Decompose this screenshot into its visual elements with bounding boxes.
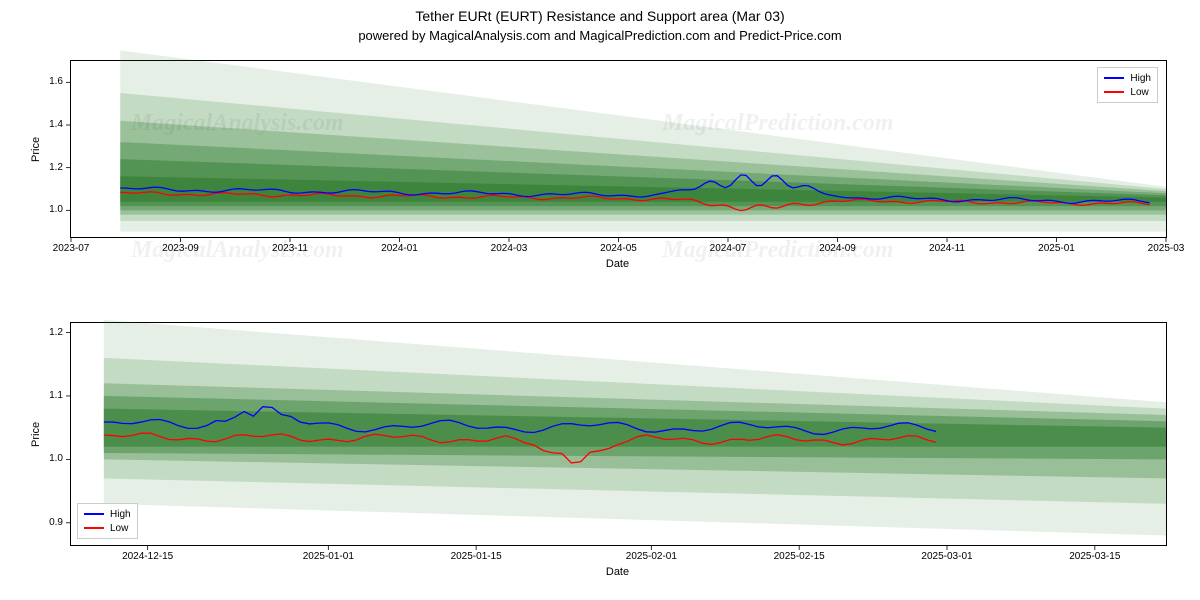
ytick-label: 1.2 — [49, 327, 63, 338]
ylabel-top: Price — [30, 137, 42, 162]
xtick-label: 2025-02-15 — [769, 551, 829, 562]
xtick-label: 2023-11 — [260, 243, 320, 254]
xtick-label: 2024-03 — [479, 243, 539, 254]
legend-low-label: Low — [110, 523, 128, 534]
top-chart-svg — [71, 61, 1166, 237]
legend-row-low: Low — [1104, 85, 1151, 99]
xtick-label: 2024-05 — [589, 243, 649, 254]
xtick-label: 2025-02-01 — [621, 551, 681, 562]
legend-high-swatch — [84, 513, 104, 515]
legend-high-label: High — [110, 509, 131, 520]
ytick-label: 1.0 — [49, 453, 63, 464]
legend-bottom: High Low — [77, 503, 138, 539]
xtick-label: 2023-07 — [41, 243, 101, 254]
ytick-label: 1.6 — [49, 76, 63, 87]
ytick-label: 1.2 — [49, 162, 63, 173]
legend-row-low: Low — [84, 521, 131, 535]
xtick-label: 2024-11 — [917, 243, 977, 254]
chart-title: Tether EURt (EURT) Resistance and Suppor… — [0, 8, 1200, 24]
xtick-label: 2025-01 — [1027, 243, 1087, 254]
ytick-label: 1.4 — [49, 119, 63, 130]
legend-row-high: High — [1104, 71, 1151, 85]
ylabel-bottom: Price — [30, 422, 42, 447]
xlabel-top: Date — [70, 258, 1165, 270]
xtick-label: 2025-01-15 — [446, 551, 506, 562]
legend-high-swatch — [1104, 77, 1124, 79]
xtick-label: 2023-09 — [151, 243, 211, 254]
ytick-label: 1.0 — [49, 204, 63, 215]
xtick-label: 2025-03 — [1136, 243, 1196, 254]
xtick-label: 2024-01 — [370, 243, 430, 254]
top-price-panel: MagicalAnalysis.com MagicalPrediction.co… — [70, 60, 1167, 238]
legend-low-swatch — [1104, 91, 1124, 93]
legend-low-label: Low — [1130, 87, 1148, 98]
bottom-price-panel: High Low 0.91.01.11.22024-12-152025-01-0… — [70, 322, 1167, 546]
xtick-label: 2025-01-01 — [298, 551, 358, 562]
chart-subtitle: powered by MagicalAnalysis.com and Magic… — [0, 28, 1200, 43]
xtick-label: 2024-09 — [808, 243, 868, 254]
legend-low-swatch — [84, 527, 104, 529]
legend-row-high: High — [84, 507, 131, 521]
xtick-label: 2024-07 — [698, 243, 758, 254]
ytick-label: 1.1 — [49, 390, 63, 401]
xlabel-bottom: Date — [70, 566, 1165, 578]
xtick-label: 2024-12-15 — [118, 551, 178, 562]
bottom-chart-svg — [71, 323, 1166, 545]
xtick-label: 2025-03-01 — [917, 551, 977, 562]
legend-high-label: High — [1130, 73, 1151, 84]
legend-top: High Low — [1097, 67, 1158, 103]
xtick-label: 2025-03-15 — [1065, 551, 1125, 562]
ytick-label: 0.9 — [49, 517, 63, 528]
